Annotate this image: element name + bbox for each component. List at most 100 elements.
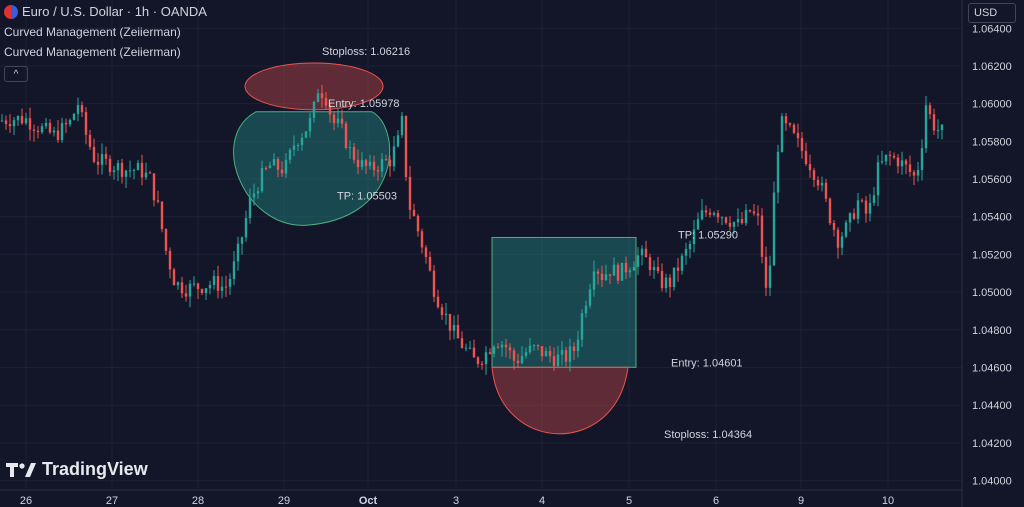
candle <box>300 133 304 151</box>
candle-body <box>892 155 896 158</box>
candle <box>220 276 224 299</box>
trade-level-label: Entry: 1.05978 <box>328 98 400 110</box>
candle-body <box>420 231 424 248</box>
candle <box>0 114 4 122</box>
candle-body <box>636 255 640 267</box>
candle-body <box>140 162 144 178</box>
candle-body <box>276 159 280 170</box>
candle-body <box>240 237 244 244</box>
candle-body <box>876 162 880 196</box>
price-tick-label: 1.05800 <box>972 136 1012 148</box>
candle-body <box>236 243 240 262</box>
candle <box>644 240 648 258</box>
candle <box>900 151 904 175</box>
candle-body <box>364 160 368 166</box>
candle <box>928 102 932 120</box>
candle-body <box>152 173 156 201</box>
candle <box>428 251 432 272</box>
candle-body <box>780 116 784 152</box>
candle-body <box>776 151 780 193</box>
candle <box>680 253 684 275</box>
indicator-legend-1[interactable]: Curved Management (Zeiierman) <box>4 25 181 39</box>
candle-body <box>716 213 720 218</box>
candle <box>508 343 512 359</box>
candle <box>128 160 132 178</box>
candle-body <box>320 93 324 99</box>
candle-body <box>812 170 816 180</box>
take-profit-zone <box>491 236 637 368</box>
candle-body <box>48 122 52 133</box>
candle-body <box>312 101 316 118</box>
candle <box>876 155 880 207</box>
candle <box>200 288 204 296</box>
candle <box>828 197 832 226</box>
candle <box>480 361 484 370</box>
candle-body <box>416 215 420 232</box>
trade-level-label: Stoploss: 1.04364 <box>664 429 752 441</box>
candle <box>140 154 144 186</box>
candle <box>268 161 272 169</box>
candle-body <box>4 120 8 125</box>
candle <box>792 123 796 135</box>
candle <box>184 284 188 302</box>
candle <box>912 169 916 186</box>
candle <box>712 211 716 217</box>
candle <box>448 313 452 341</box>
candle-body <box>576 339 580 352</box>
candle <box>812 167 816 187</box>
price-tick-label: 1.04600 <box>972 363 1012 375</box>
candle <box>236 236 240 271</box>
candle <box>864 195 868 223</box>
candle-body <box>184 293 188 297</box>
candle-body <box>180 282 184 294</box>
candle-body <box>784 116 788 124</box>
collapse-legend-button[interactable]: ^ <box>4 66 28 82</box>
candle <box>36 126 40 139</box>
candle <box>740 211 744 225</box>
candle-body <box>336 118 340 124</box>
candle <box>172 267 176 286</box>
candle <box>768 255 772 297</box>
candle-body <box>20 116 24 124</box>
candle <box>360 152 364 171</box>
candle-body <box>96 161 100 165</box>
candle-body <box>720 217 724 219</box>
candle-body <box>144 172 148 178</box>
time-axis[interactable]: 26 27 28 29 Oct 3 4 5 6 9 10 <box>0 489 962 507</box>
candle <box>420 228 424 254</box>
candle-body <box>272 159 276 166</box>
candle-body <box>92 146 96 162</box>
price-tick-label: 1.05200 <box>972 249 1012 261</box>
candle-body <box>872 195 876 203</box>
candle-body <box>680 255 684 271</box>
candle <box>148 170 152 174</box>
tradingview-logo: TradingView <box>6 459 148 480</box>
candle <box>296 143 300 152</box>
candle-body <box>116 162 120 171</box>
candle-body <box>828 198 832 224</box>
candle-body <box>168 250 172 270</box>
candle <box>748 209 752 213</box>
candle <box>556 346 560 367</box>
candle-body <box>268 165 272 169</box>
symbol-title[interactable]: Euro / U.S. Dollar · 1h · OANDA <box>4 4 207 19</box>
candle <box>316 88 320 103</box>
candle-body <box>860 200 864 202</box>
candle-body <box>492 346 496 354</box>
candle <box>684 242 688 265</box>
indicator-legend-2[interactable]: Curved Management (Zeiierman) <box>4 45 181 59</box>
candle-body <box>412 209 416 216</box>
price-axis[interactable]: 1.06400 1.06200 1.06000 1.05800 1.05600 1.054… <box>961 0 1012 507</box>
candle-body <box>188 283 192 297</box>
candle <box>348 140 352 159</box>
candle-body <box>220 286 224 291</box>
candle-body <box>32 129 36 131</box>
candle <box>760 208 764 264</box>
candle <box>68 118 72 127</box>
currency-button[interactable]: USD <box>968 3 1016 23</box>
price-tick-label: 1.06200 <box>972 61 1012 73</box>
candle-body <box>800 138 804 151</box>
candle-body <box>252 193 256 198</box>
candle <box>516 353 520 369</box>
